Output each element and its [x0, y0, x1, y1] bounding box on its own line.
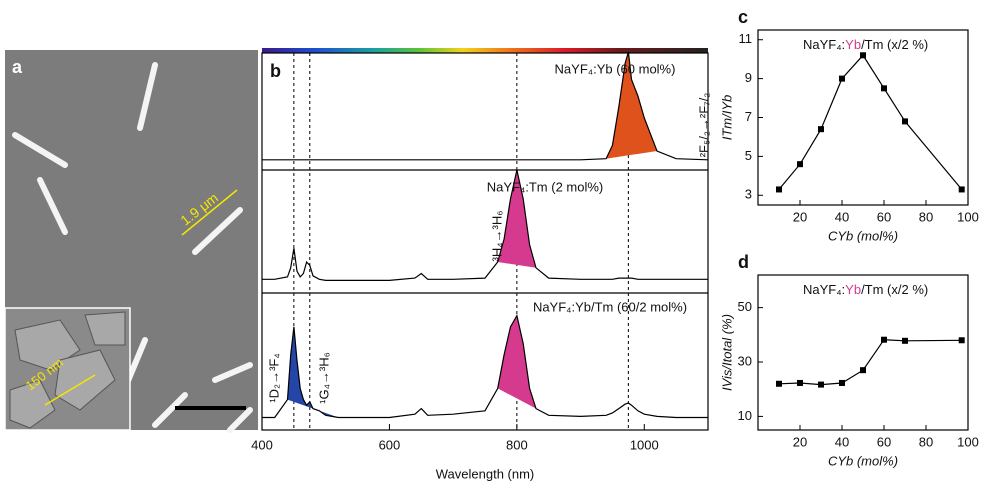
- y-axis-title: IVis/Itotal (%): [719, 314, 734, 391]
- y-tick-label: 9: [745, 70, 752, 85]
- y-tick-label: 50: [738, 299, 752, 314]
- x-axis-title: CYb (mol%): [828, 228, 898, 243]
- data-point: [818, 126, 824, 133]
- data-point: [881, 336, 887, 343]
- x-tick-label: 40: [835, 434, 849, 449]
- data-point: [776, 380, 782, 387]
- data-line: [778, 339, 962, 386]
- x-tick-label: 20: [793, 209, 807, 224]
- panel-label: d: [738, 252, 749, 272]
- data-line: [778, 54, 963, 190]
- x-tick-label: 100: [957, 209, 979, 224]
- data-point: [797, 379, 803, 386]
- title-part: Yb: [845, 282, 861, 297]
- peak-fill: [497, 315, 536, 409]
- x-tick-label: 40: [835, 209, 849, 224]
- peak-fill: [606, 52, 658, 159]
- spectrum-line: [262, 169, 708, 281]
- x-tick-label: 60: [877, 209, 891, 224]
- spectrum-bar: [262, 48, 708, 53]
- y-tick-label: 3: [745, 187, 752, 202]
- data-point: [776, 186, 782, 193]
- legend-title: NaYF₄:Yb/Tm (x/2 %): [803, 282, 928, 297]
- y-tick-label: 10: [738, 408, 752, 423]
- x-tick-label: 80: [919, 434, 933, 449]
- x-tick-label: 600: [379, 437, 401, 452]
- plot-frame: [757, 274, 969, 431]
- peak-fill: [287, 326, 339, 418]
- transition-label: ¹G₄→³H₆: [316, 352, 331, 404]
- data-point: [818, 381, 824, 388]
- data-point: [839, 75, 845, 82]
- title-part: NaYF₄:: [803, 37, 845, 52]
- data-point: [797, 161, 803, 168]
- spectrum-line: [262, 51, 709, 161]
- x-tick-label: 20: [793, 434, 807, 449]
- plot-frame: [261, 52, 709, 431]
- transition-label: ¹D₂→³F₄: [266, 353, 281, 402]
- x-tick-label: 100: [957, 434, 979, 449]
- series-label: NaYF₄:Tm (2 mol%): [487, 179, 604, 194]
- transition-label: ²F₅/₂→²F₇/₂: [696, 93, 711, 158]
- title-part: /Tm (x/2 %): [861, 282, 928, 297]
- series-label: NaYF₄:Yb/Tm (60/2 mol%): [533, 299, 687, 314]
- x-tick-label: 80: [919, 209, 933, 224]
- x-axis-title: Wavelength (nm): [436, 466, 535, 481]
- data-point: [860, 367, 866, 374]
- title-part: NaYF₄:: [803, 282, 845, 297]
- y-tick-label: 30: [738, 353, 752, 368]
- data-point: [958, 337, 965, 344]
- x-tick-label: 400: [251, 437, 273, 452]
- panel-label: c: [738, 7, 748, 27]
- series-label: NaYF₄:Yb (60 mol%): [555, 61, 676, 76]
- data-point: [860, 52, 866, 59]
- transition-label: ³H₄→³H₆: [489, 211, 504, 262]
- legend-title: NaYF₄:Yb/Tm (x/2 %): [803, 37, 928, 52]
- panel-label: a: [12, 57, 23, 77]
- data-point: [902, 337, 908, 344]
- x-tick-label: 60: [877, 434, 891, 449]
- y-tick-label: 11: [739, 31, 753, 46]
- spectrum-line: [262, 313, 708, 419]
- data-point: [881, 85, 887, 92]
- data-point: [839, 379, 845, 386]
- title-part: Yb: [845, 37, 861, 52]
- data-point: [958, 186, 965, 193]
- y-axis-title: ITm/IYb: [719, 95, 734, 141]
- y-tick-label: 7: [745, 109, 752, 124]
- title-part: /Tm (x/2 %): [861, 37, 928, 52]
- peak-fill: [497, 170, 536, 268]
- data-point: [902, 118, 908, 125]
- x-tick-label: 1000: [630, 437, 659, 452]
- x-tick-label: 800: [506, 437, 528, 452]
- x-axis-title: CYb (mol%): [828, 453, 898, 468]
- panel-label: b: [270, 61, 281, 81]
- micrograph: a 1.9 μm 150 nm: [4, 50, 258, 433]
- y-tick-label: 5: [745, 148, 752, 163]
